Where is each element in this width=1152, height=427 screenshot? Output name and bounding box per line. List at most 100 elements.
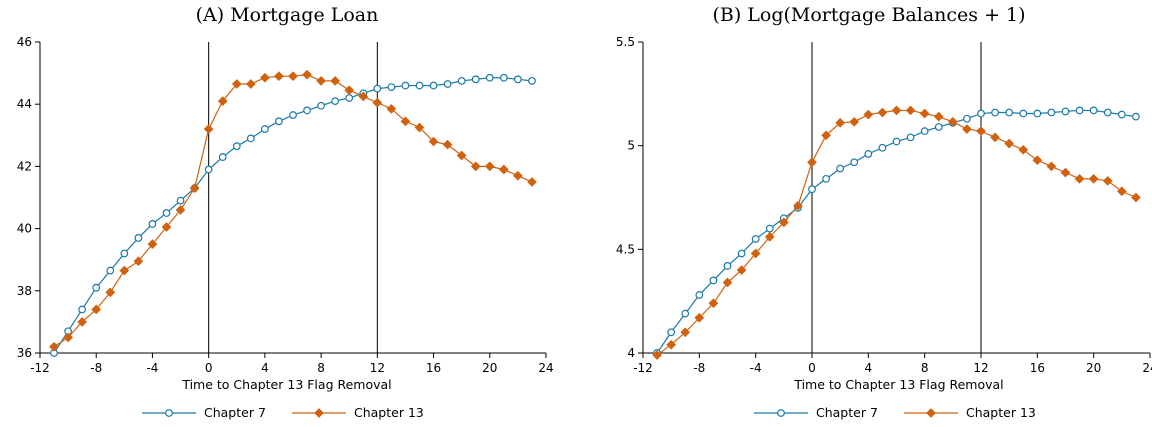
- data-point: [231, 79, 242, 89]
- y-tick-label: 44: [17, 97, 32, 111]
- data-point: [1089, 106, 1098, 115]
- data-point: [330, 75, 341, 86]
- data-point: [387, 83, 396, 91]
- chart-title: (B) Log(Mortgage Balances + 1): [712, 4, 1025, 26]
- data-point: [1074, 173, 1085, 184]
- x-tick-label: -8: [693, 361, 705, 375]
- x-tick-label: 4: [261, 361, 269, 375]
- data-point: [526, 176, 537, 187]
- data-point: [401, 81, 410, 90]
- x-tick-label: 16: [426, 361, 441, 375]
- x-axis-title: Time to Chapter 13 Flag Removal: [181, 377, 391, 392]
- x-axis-title: Time to Chapter 13 Flag Removal: [793, 377, 1003, 392]
- data-point: [120, 249, 129, 258]
- data-point: [106, 266, 115, 275]
- data-point: [891, 105, 902, 116]
- x-tick-label: 8: [317, 361, 325, 375]
- data-point: [429, 81, 438, 90]
- data-point: [751, 235, 760, 243]
- data-point: [162, 209, 171, 217]
- data-point: [133, 256, 144, 267]
- series-line: [53, 77, 533, 354]
- data-point: [288, 71, 298, 82]
- y-tick-label: 38: [17, 284, 32, 298]
- panel-log-mortgage-balances: (B) Log(Mortgage Balances + 1) Time to C…: [616, 4, 1152, 420]
- series-chapter-13: [652, 105, 1141, 361]
- x-tick-label: -4: [750, 361, 762, 375]
- x-tick-label: -8: [90, 361, 102, 375]
- data-point: [147, 239, 158, 250]
- x-tick-label: 20: [1086, 361, 1101, 375]
- data-point: [808, 185, 816, 194]
- data-point: [1019, 109, 1028, 118]
- panel-mortgage-loan: (A) Mortgage Loan Time to Chapter 13 Fla…: [17, 4, 554, 420]
- data-point: [990, 132, 1001, 143]
- data-point: [232, 142, 241, 151]
- y-tick-label: 4.5: [616, 242, 635, 256]
- data-point: [175, 204, 186, 215]
- x-tick-label: 20: [482, 361, 497, 375]
- data-point: [934, 123, 943, 131]
- data-point: [991, 108, 999, 117]
- data-point: [317, 101, 326, 110]
- data-point: [905, 105, 916, 116]
- data-point: [736, 265, 747, 276]
- data-point: [259, 72, 270, 83]
- chart-title: (A) Mortgage Loan: [196, 4, 379, 26]
- data-point: [331, 97, 340, 105]
- data-point: [400, 116, 411, 127]
- data-point: [1088, 173, 1099, 184]
- data-point: [750, 248, 761, 259]
- legend-swatch-marker: [777, 409, 785, 417]
- data-point: [666, 339, 677, 350]
- series-line: [656, 109, 1137, 356]
- data-point: [1005, 108, 1014, 117]
- data-point: [667, 328, 676, 337]
- x-tick-label: 12: [370, 361, 385, 375]
- data-point: [680, 327, 691, 338]
- data-point: [260, 125, 269, 133]
- data-point: [737, 249, 746, 258]
- data-point: [302, 69, 313, 80]
- data-point: [204, 165, 213, 174]
- data-point: [765, 224, 774, 233]
- x-tick-label: -12: [633, 361, 653, 375]
- data-point: [471, 75, 480, 84]
- data-point: [316, 75, 327, 86]
- data-point: [528, 76, 536, 85]
- y-tick-label: 5: [627, 139, 635, 153]
- data-point: [878, 143, 887, 152]
- data-point: [1018, 144, 1029, 155]
- data-point: [105, 287, 116, 298]
- data-point: [428, 136, 439, 147]
- legend-swatch-marker: [314, 408, 324, 418]
- data-point: [977, 109, 985, 118]
- data-point: [498, 164, 509, 175]
- data-point: [807, 157, 817, 168]
- data-point: [920, 127, 929, 136]
- y-tick-label: 46: [17, 35, 32, 49]
- data-point: [470, 161, 481, 172]
- data-point: [1130, 192, 1141, 203]
- y-tick-label: 4: [627, 346, 635, 360]
- data-point: [485, 73, 494, 82]
- data-point: [91, 304, 102, 315]
- data-point: [821, 130, 832, 141]
- data-point: [119, 265, 130, 276]
- data-point: [976, 126, 986, 137]
- data-point: [850, 158, 859, 167]
- data-point: [792, 200, 803, 211]
- data-point: [1033, 109, 1042, 118]
- x-tick-label: 12: [973, 361, 988, 375]
- data-point: [203, 124, 214, 135]
- data-point: [947, 116, 958, 127]
- data-point: [863, 109, 874, 120]
- data-point: [134, 234, 143, 242]
- data-point: [822, 174, 830, 183]
- data-point: [443, 80, 452, 88]
- data-point: [681, 309, 690, 318]
- data-point: [148, 220, 157, 228]
- data-point: [161, 222, 172, 232]
- data-point: [372, 97, 383, 108]
- legend: Chapter 7 Chapter 13: [754, 405, 1036, 420]
